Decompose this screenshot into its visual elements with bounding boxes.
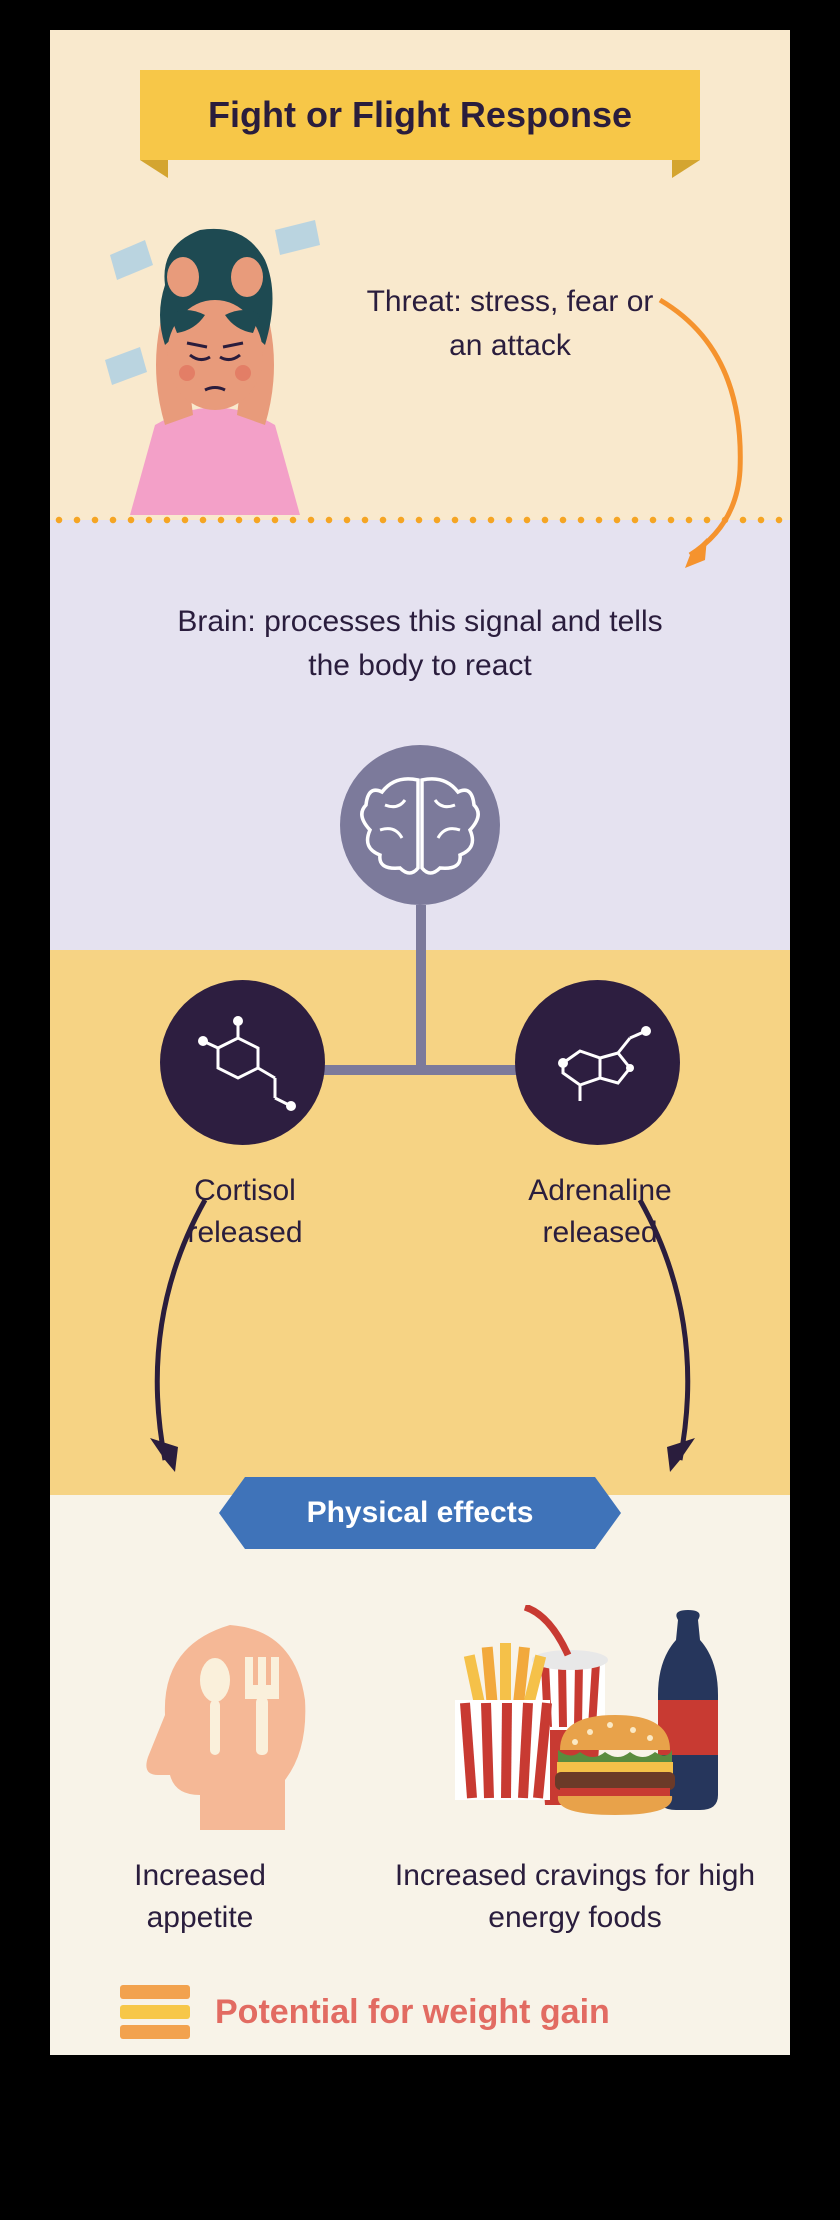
connector-vertical — [416, 905, 426, 1075]
physical-effects-ribbon: Physical effects — [245, 1477, 595, 1549]
effect-appetite-label: Increased appetite — [90, 1855, 310, 1939]
fast-food-icon — [440, 1605, 740, 1835]
adrenaline-circle — [515, 980, 680, 1145]
brain-text: Brain: processes this signal and tells t… — [170, 600, 670, 687]
appetite-head-icon — [120, 1615, 320, 1835]
section-hormones: Cortisol released Adrenaline released — [50, 950, 790, 1495]
cortisol-circle — [160, 980, 325, 1145]
title-ribbon: Fight or Flight Response — [140, 70, 700, 160]
page-title: Fight or Flight Response — [208, 94, 632, 136]
physical-effects-label: Physical effects — [307, 1496, 534, 1530]
brain-circle — [340, 745, 500, 905]
brain-icon — [360, 770, 480, 880]
arrow-cortisol-down — [120, 1190, 240, 1490]
stressed-person-illustration — [105, 215, 325, 515]
arrow-adrenaline-down — [605, 1190, 725, 1490]
section-threat: Fight or Flight Response — [50, 30, 790, 520]
section-brain: Brain: processes this signal and tells t… — [50, 520, 790, 950]
stacked-bars-icon — [120, 1985, 190, 2040]
cortisol-molecule-icon — [183, 1003, 303, 1123]
conclusion-text: Potential for weight gain — [215, 1993, 610, 2032]
adrenaline-molecule-icon — [538, 1003, 658, 1123]
threat-text: Threat: stress, fear or an attack — [350, 280, 670, 367]
arrow-threat-to-brain — [645, 290, 765, 570]
conclusion-row: Potential for weight gain — [120, 1985, 610, 2040]
infographic-canvas: Fight or Flight Response — [50, 30, 790, 2055]
section-effects: Physical effects — [50, 1495, 790, 2055]
effect-cravings-label: Increased cravings for high energy foods — [390, 1855, 760, 1939]
